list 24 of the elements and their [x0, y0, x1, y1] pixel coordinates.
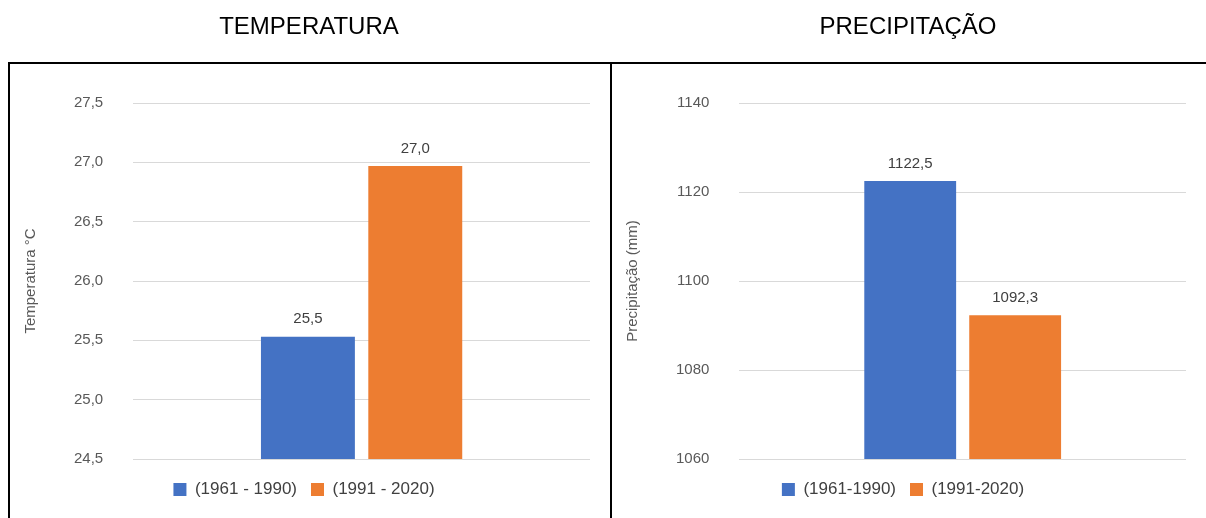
y-axis-title: Temperatura °C — [21, 228, 39, 334]
y-tick-label: 25,0 — [73, 389, 104, 407]
data-label: 25,5 — [293, 309, 323, 327]
y-tick-label: 1140 — [677, 93, 710, 111]
data-label: 1092,3 — [992, 287, 1039, 305]
legend-label: (1961 - 1990) — [194, 479, 298, 499]
legend-label: (1991-2020) — [931, 479, 1025, 499]
y-tick-label: 1120 — [677, 182, 710, 200]
y-axis-title: Precipitação (mm) — [623, 220, 641, 342]
y-tick-label: 24,5 — [73, 449, 104, 467]
y-tick-label: 27,0 — [73, 152, 104, 170]
legend-label: (1991 - 2020) — [332, 479, 435, 499]
y-tick-label: 1060 — [675, 449, 710, 467]
y-tick-label: 27,5 — [73, 93, 104, 111]
y-tick-label: 1100 — [677, 271, 710, 289]
legend-label: (1961-1990) — [803, 479, 896, 499]
y-tick-label: 26,5 — [73, 211, 104, 229]
data-label: 27,0 — [400, 138, 430, 156]
chart-title: PRECIPITAÇÃO — [818, 12, 998, 40]
chart-title: TEMPERATURA — [218, 12, 400, 40]
y-tick-label: 1080 — [675, 360, 710, 378]
y-tick-label: 25,5 — [73, 330, 104, 348]
data-label: 1122,5 — [887, 153, 933, 171]
y-tick-label: 26,0 — [73, 271, 104, 289]
